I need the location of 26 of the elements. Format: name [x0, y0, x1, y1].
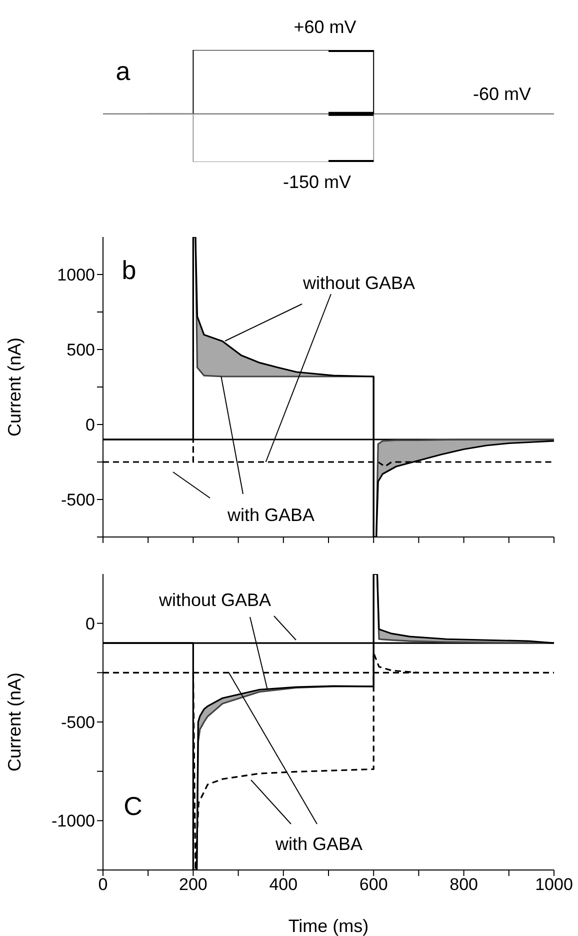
text: -150 mV [282, 172, 352, 192]
y-axis-title: Current (nA) [4, 337, 24, 437]
x-tick-label: 200 [179, 875, 208, 894]
x-tick-label: 600 [359, 875, 388, 894]
y-tick-label: 500 [66, 340, 95, 360]
y-tick-label: -1000 [52, 812, 95, 831]
annotation: with GABA [226, 504, 315, 525]
annotation: without GABA [158, 590, 272, 610]
x-tick-label: 800 [450, 875, 478, 894]
y-tick-label: 1000 [57, 266, 95, 285]
annotation: without GABA [302, 272, 416, 293]
annotation: b [122, 254, 136, 285]
text: +60 mV [294, 16, 356, 37]
x-axis-title: Time (ms) [288, 916, 369, 936]
x-tick-label: 0 [98, 875, 108, 894]
annotation: with GABA [274, 834, 363, 854]
y-tick-label: 0 [86, 614, 95, 634]
y-tick-label: 0 [86, 416, 95, 435]
x-tick-label: 1000 [535, 875, 573, 894]
y-axis-title: Current (nA) [4, 672, 24, 772]
annotation: a [116, 56, 131, 86]
y-tick-label: -500 [60, 490, 95, 510]
x-tick-label: 400 [269, 875, 298, 894]
annotation: C [124, 790, 142, 821]
y-tick-label: -500 [60, 713, 95, 732]
annotation: -60 mV [472, 84, 532, 104]
